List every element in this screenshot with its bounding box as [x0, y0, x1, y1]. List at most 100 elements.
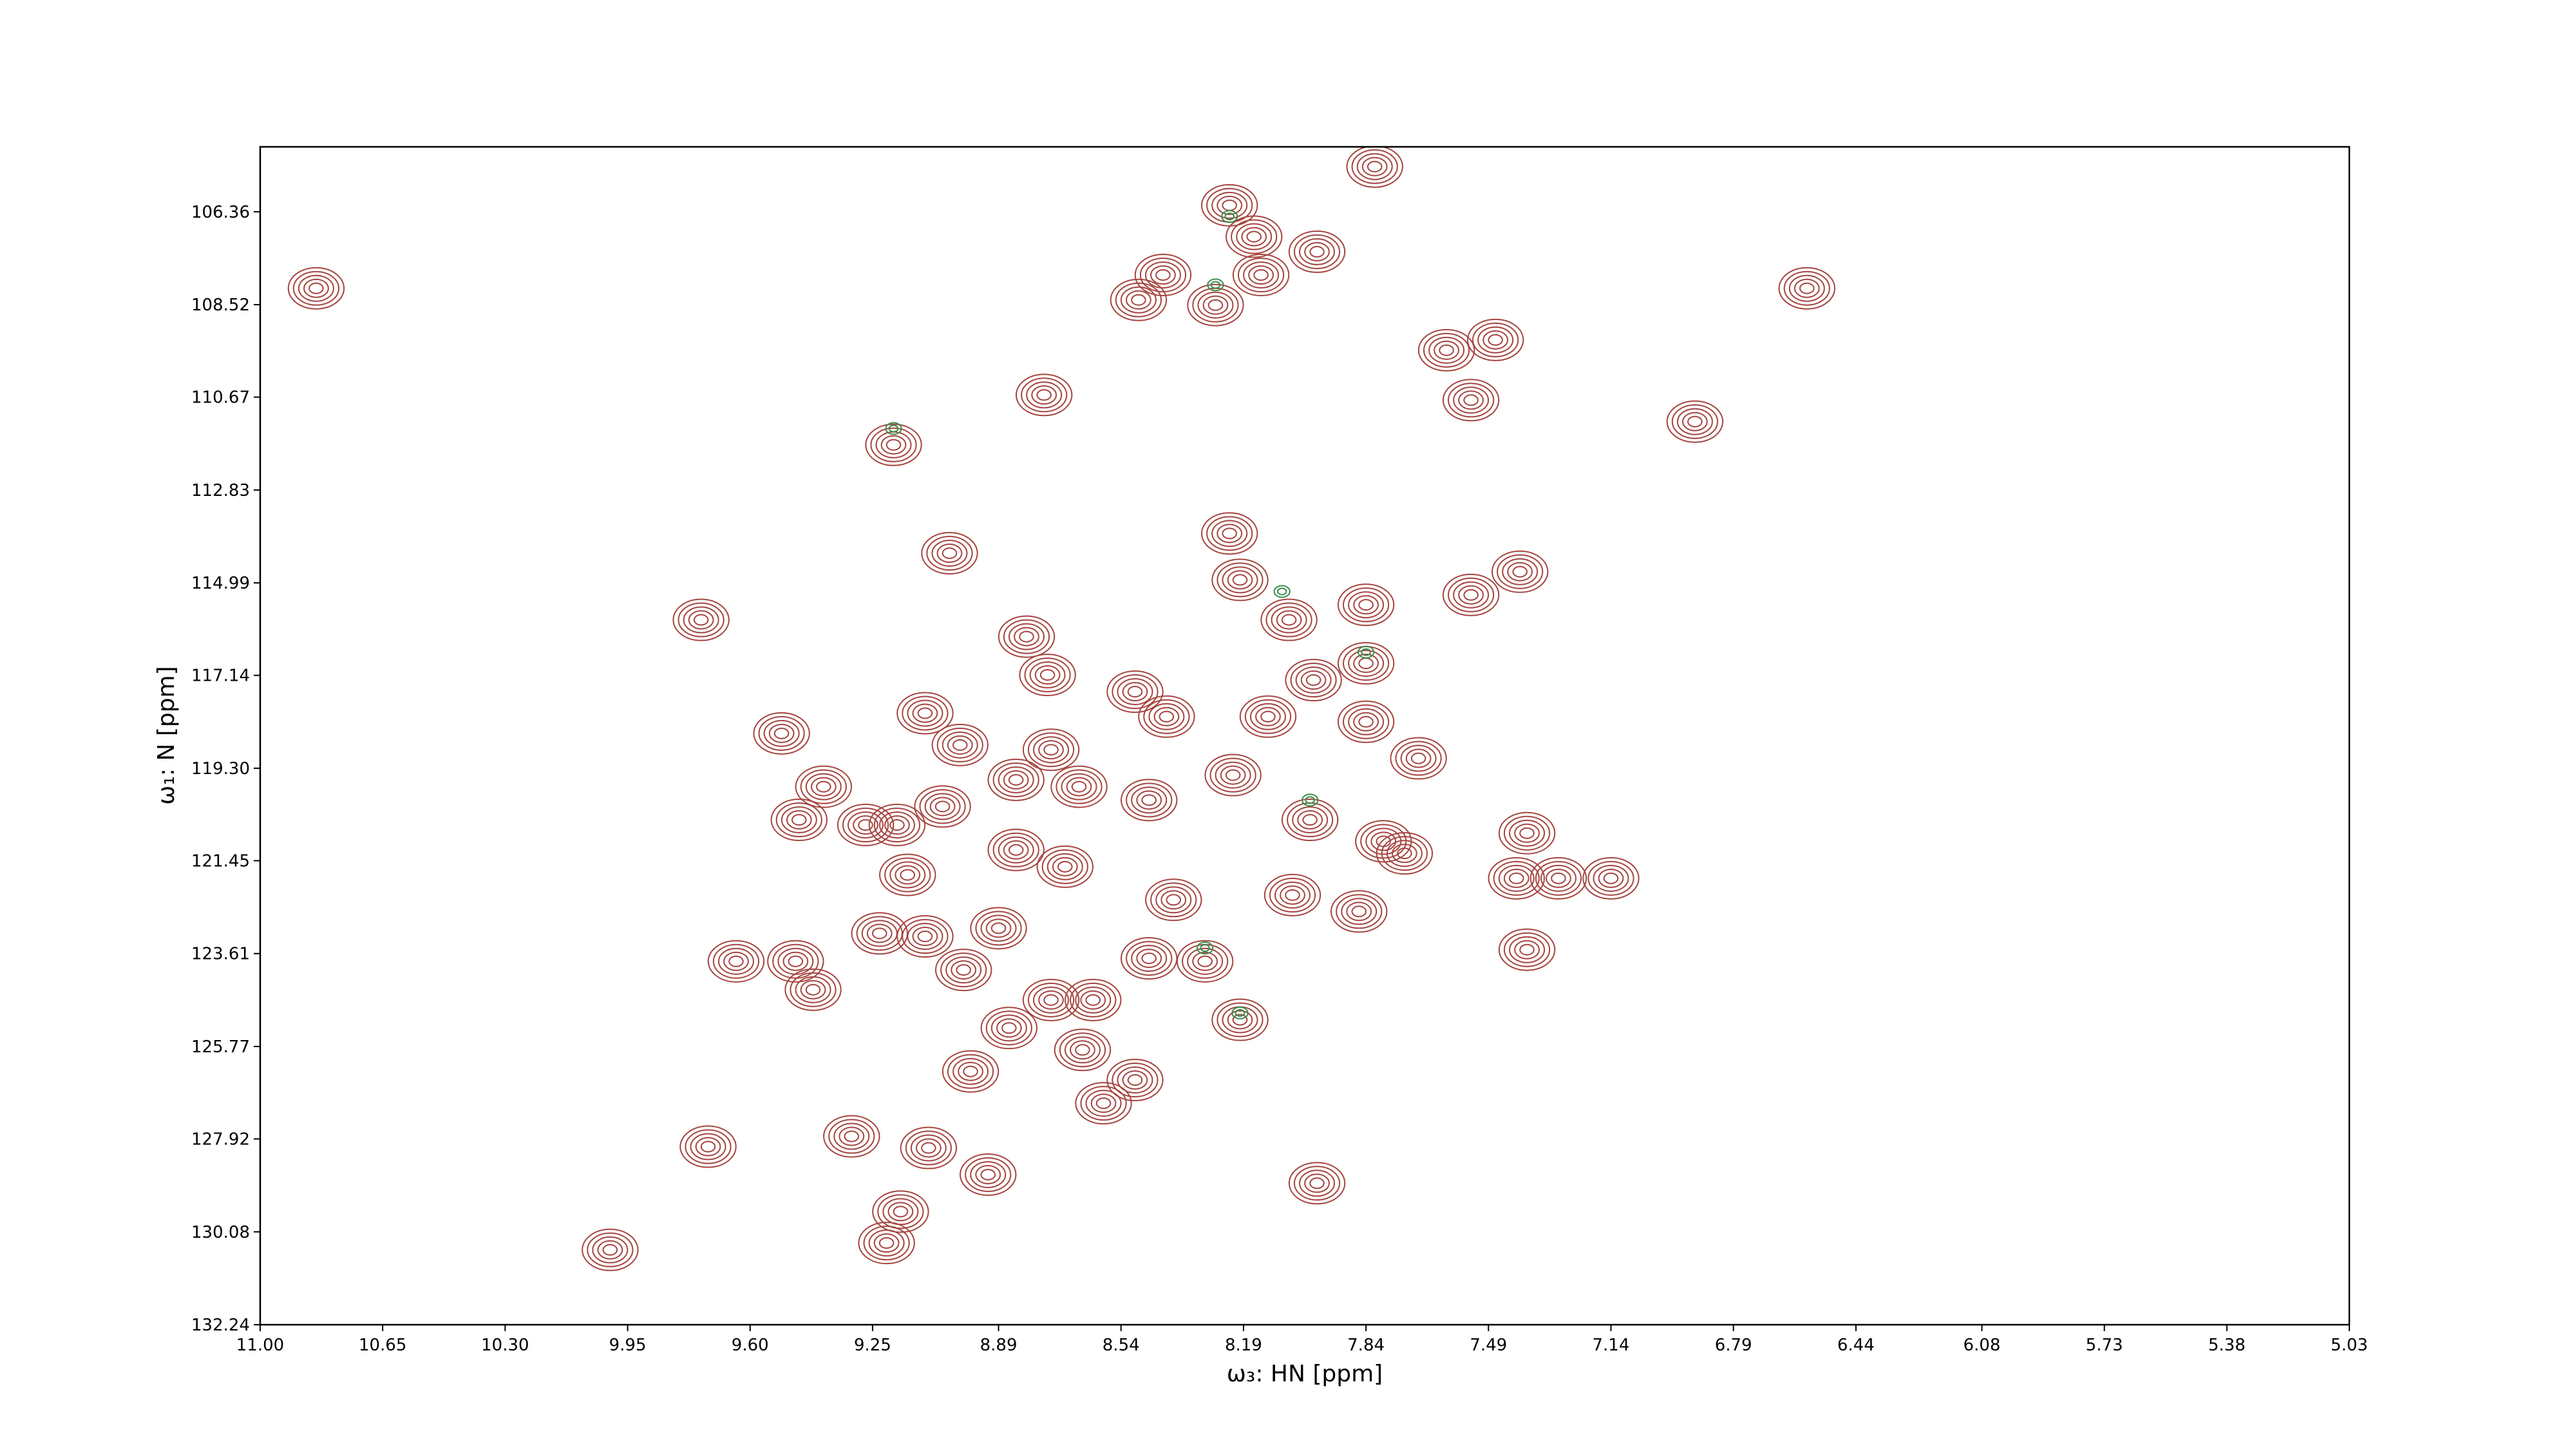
contour-ring: [758, 715, 805, 751]
contour-ring: [1342, 645, 1390, 681]
contour-ring: [951, 960, 977, 980]
contour-ring: [1540, 864, 1577, 892]
contour-ring: [1493, 860, 1540, 896]
contour-ring: [753, 712, 810, 755]
contour-ring: [1671, 404, 1718, 439]
contour-ring: [838, 1126, 865, 1146]
contour-ring: [844, 1130, 860, 1142]
peak: [942, 1050, 999, 1093]
contour-ring: [1222, 527, 1237, 540]
peak: [1390, 737, 1447, 780]
contour-ring: [1498, 864, 1535, 892]
contour-ring: [929, 797, 956, 817]
contour-ring: [1120, 779, 1178, 822]
contour-ring: [1241, 227, 1267, 247]
contour-ring: [1070, 1040, 1095, 1060]
contour-ring: [1038, 740, 1064, 760]
contour-ring: [873, 808, 921, 843]
contour-ring: [1021, 377, 1068, 413]
contour-ring: [1226, 215, 1283, 258]
contour-ring: [895, 865, 921, 885]
contour-ring: [1204, 753, 1262, 797]
contour-ring: [1512, 565, 1528, 578]
peak: [1288, 1162, 1346, 1205]
peak: [1050, 765, 1108, 808]
contour-ring: [1509, 819, 1546, 847]
contour-ring: [907, 923, 943, 951]
peak: [1778, 267, 1835, 310]
contour-ring: [1288, 230, 1346, 273]
contour-ring: [1196, 942, 1214, 955]
peak: [1491, 550, 1549, 593]
contour-ring: [1243, 261, 1280, 289]
peak: [767, 940, 824, 983]
peak: [851, 912, 908, 955]
x-tick-label: 9.95: [609, 1336, 647, 1355]
contour-ring: [1244, 699, 1292, 734]
peak: [1488, 857, 1545, 900]
contour-ring: [1439, 344, 1454, 356]
contour-ring: [1075, 1082, 1132, 1125]
contour-ring: [770, 799, 828, 842]
contour-ring: [1057, 860, 1073, 873]
peak: [1346, 147, 1403, 188]
contour-ring: [990, 922, 1007, 934]
contour-ring: [1211, 558, 1269, 601]
contour-ring: [1211, 520, 1248, 547]
contour-ring: [1353, 595, 1379, 615]
contour-ring: [975, 911, 1022, 946]
peak: [707, 940, 765, 983]
contour-ring: [1274, 881, 1311, 909]
peak: [1120, 779, 1178, 822]
peak: [1022, 978, 1080, 1021]
contour-ring: [1346, 147, 1403, 188]
contour-ring: [1232, 253, 1290, 296]
contour-ring: [1302, 793, 1319, 807]
x-tick-label: 9.60: [732, 1336, 769, 1355]
contour-ring: [1348, 591, 1385, 619]
contour-ring: [1293, 234, 1341, 269]
contour-ring: [942, 731, 978, 759]
peak: [1054, 1028, 1112, 1072]
contour-ring: [1150, 265, 1176, 285]
contour-ring: [1008, 773, 1024, 786]
contour-ring: [1290, 663, 1337, 698]
contour-ring: [998, 615, 1056, 658]
contour-ring: [889, 861, 926, 889]
x-tick-label: 6.08: [1964, 1336, 2001, 1355]
contour-ring: [1239, 695, 1297, 738]
peak: [1200, 512, 1258, 555]
y-tick-label: 108.52: [191, 296, 250, 315]
contour-ring: [856, 916, 903, 951]
peak: [1211, 998, 1269, 1041]
contour-ring: [1342, 704, 1390, 739]
contour-ring: [1237, 257, 1285, 292]
contour-ring: [1106, 1059, 1164, 1102]
contour-ring: [907, 699, 943, 727]
contour-ring: [942, 547, 958, 560]
peak: [1110, 278, 1168, 321]
peak: [1134, 253, 1192, 296]
contour-ring: [1799, 282, 1815, 294]
x-tick-label: 9.25: [854, 1336, 891, 1355]
contour-ring: [942, 1050, 999, 1093]
peak: [1285, 659, 1342, 702]
contour-ring: [1386, 840, 1423, 867]
contour-ring: [924, 793, 961, 820]
contour-ring: [1503, 932, 1551, 967]
contour-ring: [816, 781, 831, 793]
contour-ring: [884, 857, 931, 893]
contour-ring: [1043, 744, 1059, 756]
contour-ring: [1139, 257, 1187, 292]
contour-ring: [917, 707, 933, 719]
peak: [1260, 598, 1318, 641]
x-tick-label: 7.84: [1347, 1336, 1385, 1355]
contour-ring: [1297, 810, 1323, 830]
y-axis-label: ω₁: N [ppm]: [153, 666, 180, 804]
contour-ring: [1115, 282, 1162, 317]
peak: [1211, 558, 1269, 601]
contour-ring: [1215, 761, 1251, 789]
contour-ring: [1210, 281, 1221, 289]
contour-ring: [805, 773, 842, 800]
contour-ring: [914, 785, 971, 828]
